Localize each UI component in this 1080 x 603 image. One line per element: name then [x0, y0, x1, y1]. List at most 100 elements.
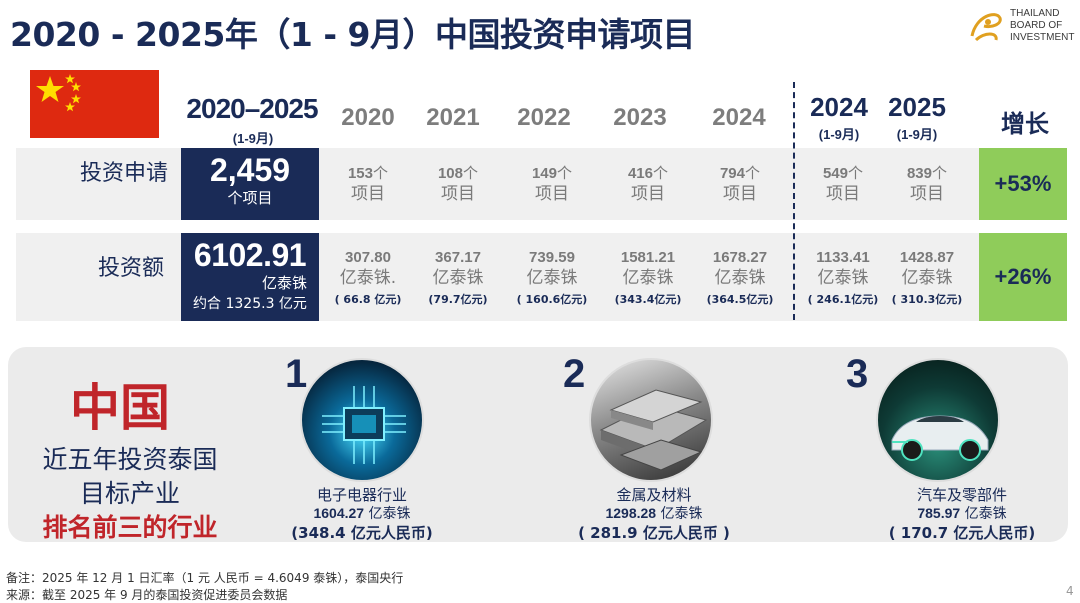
electronics-image: [300, 358, 424, 482]
cell-line2: 项目: [441, 184, 475, 204]
car-icon: [891, 415, 989, 461]
applications-cell-2022: 149个 项目: [507, 163, 597, 204]
investment-cell-2021: 367.17 亿泰铢 (79.7亿元): [413, 248, 503, 310]
col-header-growth: 增长: [1001, 110, 1049, 138]
applications-cell-2025-partial: 839个 项目: [882, 163, 972, 204]
cell-number: 367.17: [435, 249, 481, 266]
cell-line2: 项目: [910, 184, 944, 204]
note-source: 来源：截至 2025 年 9 月的泰国投资促进委员会数据: [6, 588, 288, 602]
cell-rmb: (79.7亿元): [428, 293, 488, 306]
applications-cell-2020: 153个 项目: [323, 163, 413, 204]
industry-3-name: 汽车及零部件: [916, 486, 1007, 504]
industry-3-value: 785.97 亿泰铢: [862, 503, 1062, 523]
cell-line2: 项目: [351, 184, 385, 204]
cell-unit: 个: [745, 164, 761, 182]
cell-number: 153: [347, 165, 373, 182]
cell-unit: 个: [932, 164, 948, 182]
cell-unit: 亿泰铢: [714, 268, 766, 288]
investment-cell-2023: 1581.21 亿泰铢 (343.4亿元): [603, 248, 693, 310]
col-header-2024-partial: 2024: [810, 92, 868, 122]
cell-number: 1133.41: [816, 249, 870, 266]
cell-number: 839: [906, 165, 932, 182]
applications-cell-2024-partial: 549个 项目: [798, 163, 888, 204]
col-header-2023: 2023: [613, 104, 667, 131]
panel-line-2: 目标产业: [79, 479, 180, 508]
investment-cell-2020: 307.80 亿泰铢. ( 66.8 亿元): [323, 248, 413, 310]
country-heading: 中国: [70, 378, 170, 437]
industry-1-name: 电子电器行业: [316, 486, 407, 504]
cell-number: 416: [627, 165, 653, 182]
cell-unit: 个: [557, 164, 573, 182]
applications-growth-badge: +53%: [979, 148, 1067, 220]
investment-total-box: 6102.91 亿泰铢 约合 1325.3 亿元: [181, 233, 319, 321]
boi-logo-text: THAILAND BOARD OF INVESTMENT: [1010, 8, 1074, 44]
china-flag: [30, 70, 159, 138]
panel-line-1: 近五年投资泰国: [42, 445, 218, 474]
col-header-total-sub: (1-9月): [232, 131, 274, 146]
cell-number: 1428.87: [899, 249, 955, 266]
cell-unit: 亿泰铢: [526, 268, 578, 288]
investment-cell-2024: 1678.27 亿泰铢 (364.5亿元): [695, 248, 785, 310]
cell-line2: 项目: [535, 184, 569, 204]
investment-growth-badge: +26%: [979, 233, 1067, 321]
cell-line2: 项目: [723, 184, 757, 204]
cell-number: 149: [531, 165, 557, 182]
industry-3-rmb: ( 170.7 亿元人民币): [888, 524, 1036, 542]
investment-total-unit: 亿泰铢: [261, 274, 307, 292]
cell-rmb: (364.5亿元): [706, 293, 774, 306]
cell-number: 739.59: [529, 249, 575, 266]
cell-unit: 亿泰铢: [432, 268, 484, 288]
metals-image: [589, 358, 713, 482]
col-header-2020: 2020: [341, 104, 395, 131]
cell-number: 549: [822, 165, 848, 182]
cell-line2: 项目: [826, 184, 860, 204]
industry-value-number: 1604.27: [313, 505, 365, 521]
applications-total-unit: 个项目: [227, 189, 273, 207]
page-number: 4: [1066, 584, 1074, 598]
industry-value-unit: 亿泰铢: [660, 506, 703, 522]
applications-cell-2023: 416个 项目: [603, 163, 693, 204]
industry-1-rmb: (348.4 亿元人民币): [291, 524, 433, 542]
cell-unit: 亿泰铢: [817, 268, 869, 288]
applications-total-box: 2,459 个项目: [181, 148, 319, 220]
boi-logo-icon: [970, 13, 1002, 42]
industry-value-number: 785.97: [917, 505, 961, 521]
partial-year-divider: [793, 82, 795, 320]
cell-rmb: (343.4亿元): [614, 293, 682, 306]
cell-unit: 个: [653, 164, 669, 182]
china-flag-icon: [36, 74, 81, 112]
page-title: 2020 - 2025年（1 - 9月）中国投资申请项目: [10, 15, 695, 54]
cell-unit: 亿泰铢.: [339, 268, 397, 288]
applications-total-value: 2,459: [209, 152, 291, 188]
col-header-2024-partial-sub: (1-9月): [818, 127, 860, 142]
rank-3: 3: [846, 352, 869, 396]
investment-total-rmb: 约合 1325.3 亿元: [193, 296, 307, 312]
note-exchange-rate: 备注：2025 年 12 月 1 日汇率（1 元 人民币 = 4.6049 泰铢…: [6, 571, 404, 585]
cell-unit: 个: [848, 164, 864, 182]
rank-1: 1: [285, 352, 308, 396]
industry-value-unit: 亿泰铢: [964, 506, 1007, 522]
applications-label: 投资申请: [79, 161, 168, 186]
cell-number: 794: [719, 165, 745, 182]
applications-cell-2021: 108个 项目: [413, 163, 503, 204]
cell-unit: 亿泰铢: [901, 268, 953, 288]
cell-unit: 个: [463, 164, 479, 182]
industry-2-rmb: ( 281.9 亿元人民币 ): [578, 524, 730, 542]
logo-line: INVESTMENT: [1010, 32, 1075, 43]
cell-line2: 项目: [631, 184, 665, 204]
industry-2-name: 金属及材料: [616, 486, 692, 504]
cell-number: 307.80: [345, 249, 391, 266]
industry-value-unit: 亿泰铢: [368, 506, 411, 522]
cell-rmb: ( 246.1亿元): [807, 293, 879, 306]
cell-rmb: ( 160.6亿元): [516, 293, 588, 306]
investment-cell-2022: 739.59 亿泰铢 ( 160.6亿元): [507, 248, 597, 310]
logo-line: BOARD OF: [1010, 20, 1063, 31]
cell-unit: 亿泰铢: [622, 268, 674, 288]
investment-label: 投资额: [97, 256, 164, 281]
cell-rmb: ( 66.8 亿元): [334, 293, 402, 306]
industry-1-value: 1604.27 亿泰铢: [262, 503, 462, 523]
applications-cell-2024: 794个 项目: [695, 163, 785, 204]
industry-value-number: 1298.28: [605, 505, 657, 521]
investment-cell-2025-partial: 1428.87 亿泰铢 ( 310.3亿元): [882, 248, 972, 310]
